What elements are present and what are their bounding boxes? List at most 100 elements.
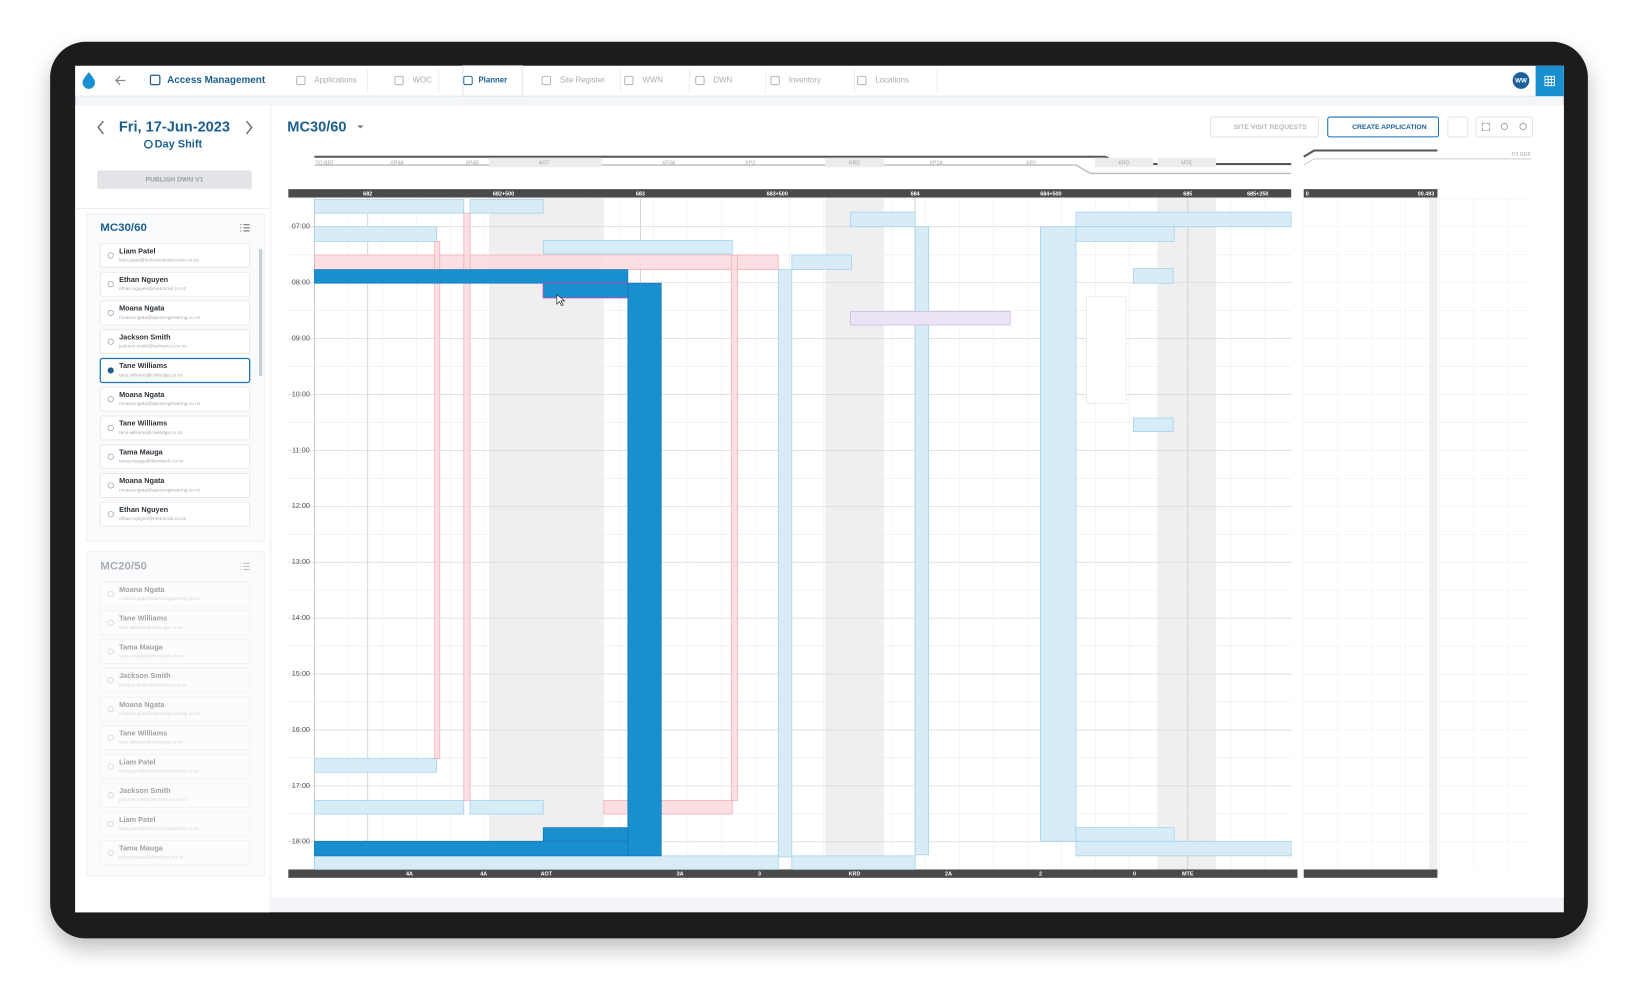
application-block[interactable]	[1075, 226, 1175, 242]
application-block[interactable]	[1075, 827, 1175, 842]
prev-day[interactable]	[97, 120, 104, 135]
person-item[interactable]: Liam Patel liam.patel@horizonconstruction…	[99, 754, 251, 779]
radio[interactable]	[107, 734, 114, 741]
tab[interactable]: DWN	[713, 76, 732, 85]
person-item[interactable]: Moana Ngata moana.ngata@apexengineering.c…	[99, 472, 251, 498]
apps-button[interactable]	[1535, 65, 1564, 97]
zoom-controls[interactable]	[1475, 116, 1534, 138]
tab[interactable]: Applications	[314, 76, 356, 85]
list-icon[interactable]	[240, 224, 250, 232]
radio[interactable]	[107, 763, 114, 770]
chainage-label: 683+500	[767, 191, 788, 197]
title-caret[interactable]	[357, 125, 364, 129]
application-block[interactable]	[314, 199, 465, 214]
radio[interactable]	[107, 792, 114, 799]
tab[interactable]: Inventory	[789, 76, 821, 85]
publish-button[interactable]	[97, 170, 252, 190]
application-block[interactable]	[627, 282, 662, 857]
site-visit-button[interactable]	[1210, 116, 1319, 138]
application-block[interactable]	[1040, 226, 1077, 842]
application-block[interactable]	[849, 311, 1011, 326]
radio[interactable]	[107, 619, 114, 626]
radio[interactable]	[107, 648, 114, 655]
application-block[interactable]	[542, 239, 733, 255]
radio[interactable]	[107, 482, 114, 489]
back-button[interactable]	[115, 75, 126, 86]
person-item[interactable]: Moana Ngata moana.ngata@apexengineering.c…	[99, 300, 251, 326]
create-application-button[interactable]	[1327, 116, 1439, 138]
application-block[interactable]	[469, 800, 544, 815]
app-name[interactable]: Access Management	[167, 75, 266, 86]
person-item[interactable]: Tane Williams tane.williams@civiledge.co.…	[99, 415, 251, 441]
application-block[interactable]	[1075, 211, 1292, 228]
application-block[interactable]	[1075, 840, 1292, 857]
person-item[interactable]: Jackson Smith jackson.smith@techstruct.co…	[99, 329, 251, 355]
application-block[interactable]	[314, 758, 438, 773]
radio[interactable]	[107, 705, 114, 713]
person-item[interactable]: Jackson Smith jackson.smith@techstruct.co…	[99, 667, 251, 693]
group-title: MC20/50	[100, 560, 147, 572]
application-block[interactable]	[314, 269, 629, 284]
application-block[interactable]	[603, 800, 733, 815]
person-item[interactable]: Liam Patel liam.patel@horizonconstruction…	[99, 243, 251, 268]
person-item[interactable]: Tama Mauga tama.mauga@illumitech.co.nz	[99, 840, 251, 866]
person-item[interactable]: Jackson Smith jackson.smith@techstruct.co…	[99, 782, 251, 808]
person-item[interactable]: Ethan Nguyen ethan.nguyen@metrocivil.co.n…	[99, 271, 251, 297]
radio[interactable]	[107, 252, 114, 259]
application-block[interactable]	[777, 269, 793, 858]
application-block[interactable]	[314, 800, 465, 815]
radio[interactable]	[107, 424, 114, 432]
application-block[interactable]	[542, 282, 629, 299]
application-block[interactable]	[1086, 296, 1127, 404]
application-block[interactable]	[1133, 268, 1174, 284]
tab[interactable]: WOC	[413, 76, 432, 85]
person-item[interactable]: Ethan Nguyen ethan.nguyen@metrocivil.co.n…	[99, 501, 251, 527]
application-block[interactable]	[469, 199, 544, 214]
person-item[interactable]: Tane Williams tane.williams@civiledge.co.…	[99, 357, 251, 384]
person-card	[99, 415, 251, 441]
person-item[interactable]: Tama Mauga tama.mauga@illumitech.co.nz	[99, 639, 251, 665]
radio[interactable]	[107, 511, 114, 518]
application-block[interactable]	[314, 226, 438, 242]
application-block[interactable]	[730, 254, 738, 801]
avatar[interactable]	[1512, 72, 1530, 89]
person-item[interactable]: Moana Ngata moana.ngata@apexengineering.c…	[99, 696, 251, 722]
radio[interactable]	[107, 338, 114, 345]
application-block[interactable]	[314, 254, 779, 270]
application-block[interactable]	[791, 855, 916, 870]
application-block[interactable]	[542, 827, 629, 842]
icon-button[interactable]	[1447, 116, 1469, 138]
application-block[interactable]	[914, 226, 930, 856]
radio[interactable]	[107, 820, 114, 828]
radio[interactable]	[107, 591, 114, 598]
radio[interactable]	[107, 849, 114, 856]
application-block[interactable]	[314, 840, 629, 857]
application-block[interactable]	[1133, 417, 1174, 432]
person-item[interactable]: Tane Williams tane.williams@civiledge.co.…	[99, 725, 251, 751]
active-tab[interactable]	[462, 65, 523, 97]
tab[interactable]: WWN	[642, 76, 663, 85]
person-item[interactable]: Liam Patel liam.patel@horizonconstruction…	[99, 811, 251, 837]
radio[interactable]	[107, 396, 114, 403]
radio[interactable]	[107, 367, 114, 374]
application-block[interactable]	[434, 241, 441, 760]
application-block[interactable]	[463, 212, 471, 801]
tab[interactable]: Site Register	[560, 76, 605, 85]
tab[interactable]: Locations	[875, 76, 909, 85]
list-icon[interactable]	[240, 562, 250, 571]
radio[interactable]	[107, 281, 114, 288]
person-item[interactable]: Moana Ngata moana.ngata@apexengineering.c…	[99, 386, 251, 412]
radio[interactable]	[107, 677, 114, 684]
person-email: jackson.smith@techstruct.co.nz	[118, 344, 187, 350]
person-item[interactable]: Tama Mauga tama.mauga@illumitech.co.nz	[99, 444, 251, 470]
application-block[interactable]	[791, 254, 852, 270]
person-item[interactable]: Moana Ngata moana.ngata@apexengineering.c…	[99, 581, 251, 607]
next-day[interactable]	[246, 120, 253, 135]
person-name: Tane Williams	[119, 614, 167, 623]
application-block[interactable]	[849, 211, 916, 228]
radio[interactable]	[107, 309, 114, 317]
person-item[interactable]: Tane Williams tane.williams@civiledge.co.…	[99, 610, 251, 636]
application-block[interactable]	[314, 855, 779, 870]
tab[interactable]: Planner	[478, 76, 507, 85]
radio[interactable]	[107, 453, 114, 460]
